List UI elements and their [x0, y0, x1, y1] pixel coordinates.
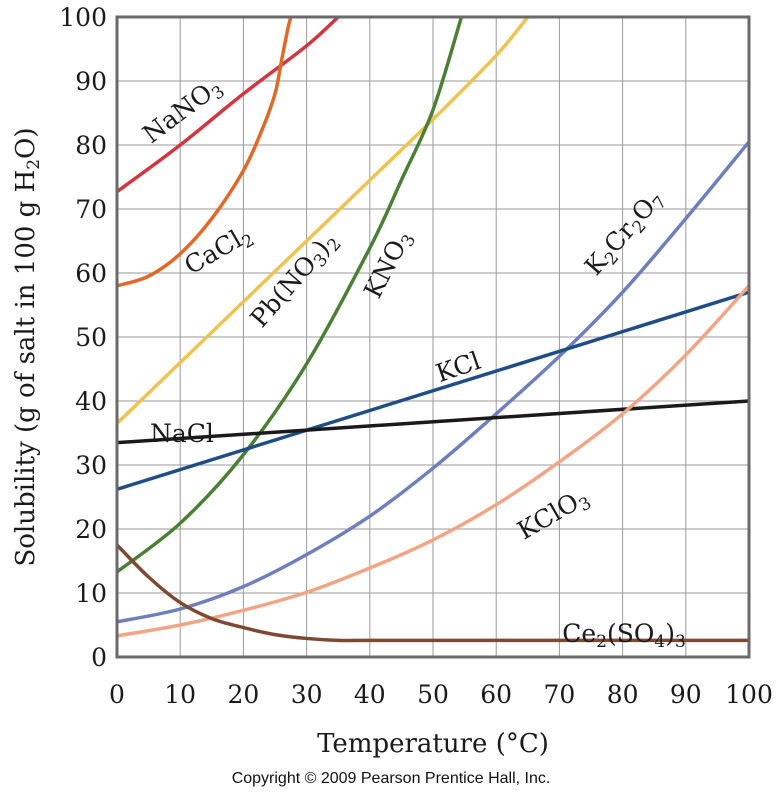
y-tick-label: 80 [75, 131, 107, 160]
series-line-nacl [117, 399, 749, 445]
series-line-nano3 [117, 17, 340, 194]
y-tick-label: 10 [75, 579, 107, 608]
series-lines [117, 17, 749, 643]
tick-labels: 0 10 20 30 40 50 60 70 80 90 100 0 10 20 30 40 50 60 70 80 9… [59, 3, 773, 709]
x-tick-label: 0 [109, 680, 125, 709]
y-tick-label: 100 [59, 3, 107, 32]
x-tick-label: 50 [417, 680, 449, 709]
y-tick-label: 0 [91, 643, 107, 672]
y-tick-label: 50 [75, 323, 107, 352]
plot-frame [115, 15, 751, 659]
x-tick-label: 10 [164, 680, 196, 709]
x-tick-label: 80 [607, 680, 639, 709]
copyright-notice: Copyright © 2009 Pearson Prentice Hall, … [231, 770, 551, 787]
x-tick-label: 90 [670, 680, 702, 709]
series-line-kclo3 [117, 284, 749, 638]
series-line-kcl [117, 290, 749, 492]
x-tick-label: 100 [725, 680, 773, 709]
series-label-ce2-so4-3: Ce2(SO4)3 [562, 619, 686, 652]
y-tick-label: 30 [75, 451, 107, 480]
series-line-kno3 [117, 17, 464, 574]
x-tick-label: 40 [354, 680, 386, 709]
x-axis-title: Temperature (°C) [317, 729, 549, 759]
series-label-nacl: NaCl [150, 419, 214, 448]
x-tick-label: 70 [543, 680, 575, 709]
y-tick-label: 40 [75, 387, 107, 416]
series-line-pb-no3-2 [117, 17, 530, 426]
x-tick-label: 60 [480, 680, 512, 709]
y-tick-label: 90 [75, 67, 107, 96]
y-tick-label: 20 [75, 515, 107, 544]
y-axis-title: Solubility (g of salt in 100 g H2O) [11, 127, 44, 566]
series-line-ce2-so4-3 [117, 543, 749, 643]
series-line-k2cr2o7 [117, 140, 749, 624]
x-tick-label: 20 [227, 680, 259, 709]
series-line-cacl2 [117, 17, 293, 288]
x-tick-label: 30 [291, 680, 323, 709]
y-tick-label: 70 [75, 195, 107, 224]
y-tick-label: 60 [75, 259, 107, 288]
solubility-chart: 0 10 20 30 40 50 60 70 80 90 100 0 10 20 30 40 50 60 70 80 9… [11, 3, 773, 759]
